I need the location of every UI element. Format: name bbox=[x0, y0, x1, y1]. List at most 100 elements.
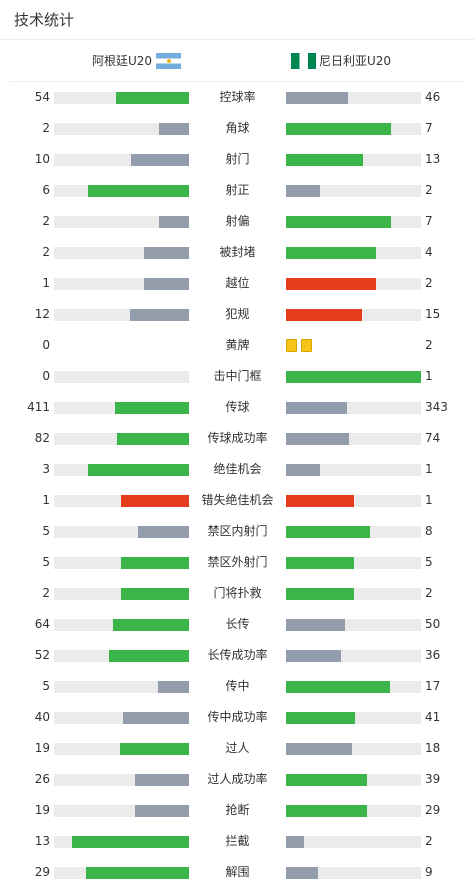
stat-label: 传球成功率 bbox=[207, 431, 268, 445]
home-stat-bar-track bbox=[54, 711, 189, 724]
home-stat-value: 0 bbox=[42, 369, 50, 383]
home-stat-bar-fill bbox=[123, 711, 189, 724]
stat-row: 1 错失绝佳机会 1 bbox=[0, 485, 475, 516]
away-stat-value: 13 bbox=[425, 152, 441, 166]
home-stat-bar-track bbox=[54, 680, 189, 693]
home-stat-value: 411 bbox=[27, 400, 50, 414]
away-stat-value: 17 bbox=[425, 679, 441, 693]
away-stat-bar-track bbox=[286, 742, 421, 755]
away-stat-value: 343 bbox=[425, 400, 448, 414]
away-stat-bar-fill bbox=[286, 370, 421, 383]
stat-label: 长传 bbox=[225, 617, 250, 631]
home-stat-value: 52 bbox=[34, 648, 50, 662]
home-stat-bar-fill bbox=[121, 587, 189, 600]
home-stat-bar-track bbox=[54, 277, 189, 290]
stat-row: 1 越位 2 bbox=[0, 268, 475, 299]
away-stat-value: 2 bbox=[425, 338, 433, 352]
away-stat-bar-track bbox=[286, 525, 421, 538]
stat-label: 射正 bbox=[225, 183, 250, 197]
away-stat-value: 2 bbox=[425, 586, 433, 600]
home-stat-bar-fill bbox=[116, 91, 189, 104]
stat-row: 12 犯规 15 bbox=[0, 299, 475, 330]
home-team-name: 阿根廷U20 bbox=[91, 54, 152, 68]
away-stat-bar-track bbox=[286, 246, 421, 259]
home-stat-value: 64 bbox=[34, 617, 50, 631]
stat-row: 29 解围 9 bbox=[0, 857, 475, 888]
away-stat-value: 4 bbox=[425, 245, 433, 259]
away-stat-value: 2 bbox=[425, 834, 433, 848]
away-stat-bar-fill bbox=[286, 122, 391, 135]
home-stat-bar-fill bbox=[72, 835, 189, 848]
stat-label: 传中 bbox=[225, 679, 250, 693]
away-stat-bar-track bbox=[286, 184, 421, 197]
away-stat-bar-fill bbox=[286, 587, 354, 600]
away-stat-bar-track bbox=[286, 773, 421, 786]
away-stat-bar-fill bbox=[286, 463, 320, 476]
home-stat-value: 54 bbox=[34, 90, 50, 104]
home-stat-bar-fill bbox=[117, 432, 189, 445]
stat-row: 10 射门 13 bbox=[0, 144, 475, 175]
home-stat-value: 2 bbox=[42, 214, 50, 228]
page-title: 技术统计 bbox=[14, 11, 75, 29]
home-stat-bar-fill bbox=[115, 401, 189, 414]
stat-label: 黄牌 bbox=[225, 338, 250, 352]
away-stat-bar-track bbox=[286, 649, 421, 662]
home-stat-bar-track bbox=[54, 91, 189, 104]
home-stat-value: 13 bbox=[34, 834, 50, 848]
away-stat-value: 9 bbox=[425, 865, 433, 879]
away-stat-bar-fill bbox=[286, 525, 370, 538]
home-stat-value: 19 bbox=[34, 741, 50, 755]
away-stat-bar-fill bbox=[286, 649, 341, 662]
home-stat-value: 82 bbox=[34, 431, 50, 445]
stat-label: 控球率 bbox=[219, 90, 256, 104]
away-stat-bar-fill bbox=[286, 277, 376, 290]
away-stat-value: 15 bbox=[425, 307, 441, 321]
home-stat-value: 2 bbox=[42, 121, 50, 135]
home-stat-bar-fill bbox=[121, 494, 189, 507]
away-stat-bar-track bbox=[286, 711, 421, 724]
away-stat-bar-fill bbox=[286, 91, 348, 104]
home-stat-bar-track bbox=[54, 835, 189, 848]
home-stat-bar-track bbox=[54, 370, 189, 383]
stat-row: 5 禁区内射门 8 bbox=[0, 516, 475, 547]
yellow-cards bbox=[286, 339, 316, 352]
home-stat-bar-track bbox=[54, 525, 189, 538]
away-stat-value: 41 bbox=[425, 710, 441, 724]
stat-row: 5 传中 17 bbox=[0, 671, 475, 702]
home-stat-bar-fill bbox=[144, 277, 189, 290]
home-stat-bar-track bbox=[54, 742, 189, 755]
stat-row: 0 击中门框 1 bbox=[0, 361, 475, 392]
away-stat-value: 2 bbox=[425, 183, 433, 197]
stat-label: 门将扑救 bbox=[213, 586, 262, 600]
home-stat-bar-track bbox=[54, 246, 189, 259]
home-stat-bar-fill bbox=[113, 618, 189, 631]
argentina-flag-icon bbox=[156, 52, 181, 69]
away-stat-bar-fill bbox=[286, 835, 304, 848]
away-stat-bar-fill bbox=[286, 401, 347, 414]
away-stat-value: 36 bbox=[425, 648, 441, 662]
stat-label: 禁区内射门 bbox=[207, 524, 268, 538]
home-stat-bar-fill bbox=[109, 649, 189, 662]
away-stat-value: 1 bbox=[425, 493, 433, 507]
away-stat-bar-fill bbox=[286, 246, 376, 259]
away-stat-value: 39 bbox=[425, 772, 441, 786]
away-stat-bar-track bbox=[286, 804, 421, 817]
home-stat-bar-fill bbox=[88, 463, 189, 476]
away-stat-bar-track bbox=[286, 308, 421, 321]
stat-label: 过人 bbox=[225, 741, 250, 755]
away-stat-bar-track bbox=[286, 587, 421, 600]
stat-label: 长传成功率 bbox=[207, 648, 268, 662]
home-stat-bar-track bbox=[54, 649, 189, 662]
away-stat-bar-fill bbox=[286, 742, 352, 755]
stat-label: 角球 bbox=[225, 121, 250, 135]
stat-label: 过人成功率 bbox=[207, 772, 268, 786]
away-stat-value: 46 bbox=[425, 90, 441, 104]
home-stat-bar-track bbox=[54, 184, 189, 197]
away-stat-bar-fill bbox=[286, 215, 391, 228]
stat-row: 26 过人成功率 39 bbox=[0, 764, 475, 795]
home-stat-bar-track bbox=[54, 122, 189, 135]
home-stat-bar-fill bbox=[120, 742, 189, 755]
away-stat-value: 8 bbox=[425, 524, 433, 538]
home-stat-bar-fill bbox=[135, 804, 189, 817]
home-stat-bar-track bbox=[54, 866, 189, 879]
